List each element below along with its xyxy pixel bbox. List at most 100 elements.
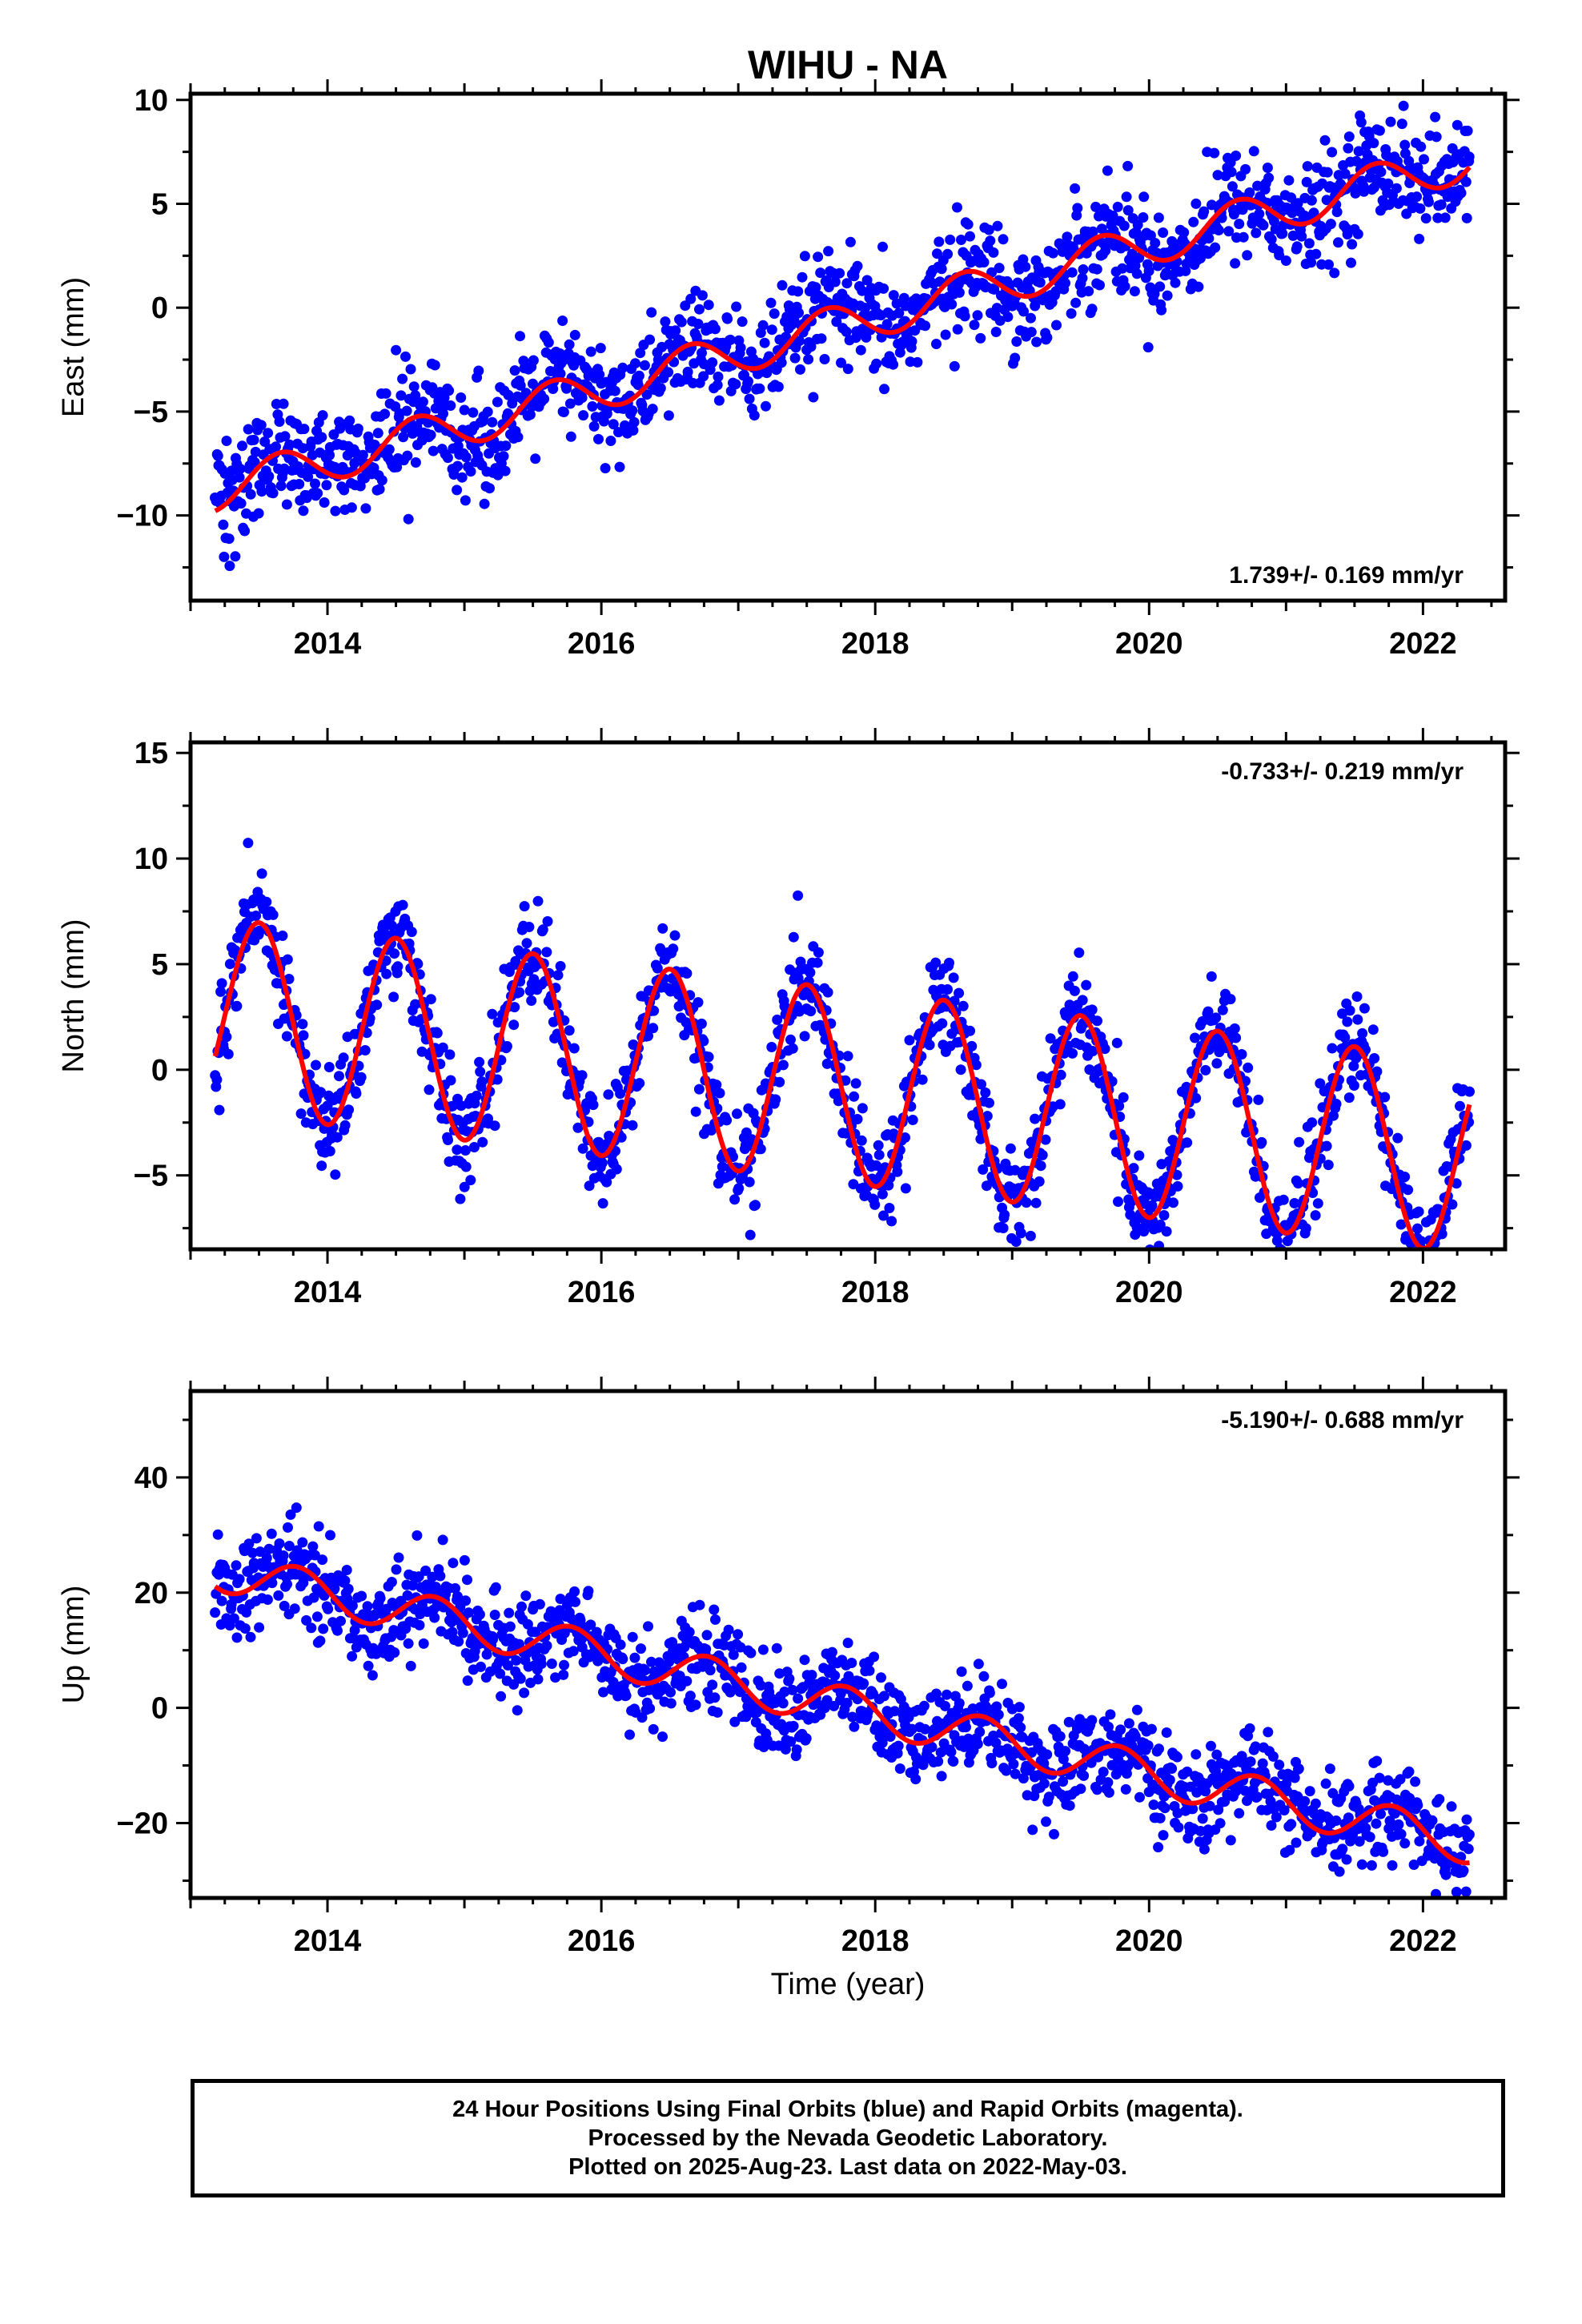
data-point — [759, 337, 770, 348]
data-point — [1436, 1228, 1447, 1240]
data-point — [1412, 1799, 1423, 1811]
data-point — [1197, 1016, 1208, 1027]
data-point — [1223, 226, 1235, 237]
data-point — [550, 1672, 561, 1683]
data-point — [679, 1642, 690, 1653]
data-point — [1114, 1100, 1125, 1112]
data-point — [1078, 1770, 1090, 1781]
data-point — [1333, 237, 1343, 248]
data-point — [1153, 212, 1164, 223]
data-point — [954, 987, 965, 999]
data-point — [424, 1084, 435, 1096]
data-point — [500, 440, 512, 452]
data-point — [978, 257, 990, 267]
data-point — [1254, 208, 1265, 219]
data-point — [509, 1002, 520, 1013]
data-point — [697, 348, 707, 359]
data-point — [214, 1104, 225, 1116]
data-point — [1319, 135, 1331, 146]
data-point — [1058, 1776, 1069, 1787]
data-point — [1257, 1758, 1268, 1769]
data-point — [755, 1680, 766, 1691]
data-point — [519, 901, 530, 912]
data-point — [725, 334, 736, 345]
data-point — [752, 1707, 762, 1718]
data-point — [1154, 281, 1166, 292]
data-point — [1287, 230, 1299, 241]
data-point — [1170, 277, 1181, 288]
data-point — [330, 505, 341, 517]
data-point — [592, 1655, 604, 1667]
data-point — [639, 360, 650, 371]
data-point — [1055, 1069, 1066, 1080]
data-point — [1374, 1772, 1385, 1783]
data-point — [777, 1059, 789, 1071]
y-tick-label: −5 — [134, 396, 168, 429]
data-point — [215, 986, 227, 997]
data-point — [291, 1502, 302, 1514]
data-point — [1072, 1723, 1082, 1735]
data-point — [636, 1712, 648, 1723]
data-point — [1274, 250, 1285, 261]
data-point — [216, 978, 227, 989]
data-point — [389, 948, 400, 959]
data-point — [283, 974, 295, 984]
data-point — [515, 331, 525, 342]
data-point — [231, 1000, 243, 1011]
data-point — [713, 395, 725, 406]
data-point — [994, 263, 1005, 274]
data-point — [1086, 1715, 1098, 1726]
data-point — [432, 1027, 443, 1039]
data-point — [1188, 216, 1199, 227]
data-point — [821, 1058, 833, 1069]
data-point — [803, 354, 814, 365]
data-point — [710, 324, 721, 335]
data-point — [728, 1649, 739, 1660]
data-point — [325, 1530, 335, 1541]
data-point — [255, 420, 267, 431]
data-point — [273, 1590, 284, 1601]
north-panel: 2014 2016 2018 2020 2022 −5 0 5 10 15 North (mm) -0… — [57, 728, 1520, 1309]
data-point — [886, 1216, 897, 1227]
data-point — [600, 463, 611, 474]
data-point — [698, 1035, 709, 1047]
data-point — [400, 351, 411, 362]
data-point — [1331, 1099, 1342, 1109]
data-point — [498, 451, 509, 462]
data-point — [750, 1200, 761, 1211]
data-point — [966, 1040, 978, 1051]
data-point — [368, 462, 379, 473]
data-point — [1331, 1815, 1342, 1826]
data-point — [231, 1560, 242, 1571]
data-point — [1403, 1766, 1415, 1777]
data-point — [635, 348, 646, 359]
data-point — [1391, 1794, 1403, 1805]
data-point — [445, 1075, 456, 1086]
chart-title: WIHU - NA — [748, 42, 948, 87]
data-point — [1011, 336, 1022, 347]
data-point — [1129, 286, 1140, 297]
data-point — [1154, 1812, 1166, 1823]
y-axis-label: North (mm) — [57, 919, 90, 1072]
data-point — [1359, 186, 1370, 197]
data-point — [1162, 290, 1173, 301]
data-point — [665, 1687, 676, 1698]
data-point — [428, 445, 439, 456]
data-point — [1158, 1210, 1170, 1220]
data-point — [806, 1670, 817, 1681]
data-point — [1134, 1150, 1145, 1161]
data-point — [521, 938, 532, 949]
data-point — [931, 1688, 942, 1699]
data-point — [1359, 1003, 1370, 1014]
data-point — [1267, 1751, 1279, 1762]
data-point — [668, 943, 679, 955]
data-point — [857, 1103, 868, 1114]
data-point — [613, 427, 624, 438]
data-point — [942, 984, 953, 995]
data-point — [711, 1080, 722, 1091]
data-point — [569, 1586, 580, 1597]
data-point — [556, 1057, 568, 1068]
data-point — [1171, 1169, 1182, 1180]
data-point — [457, 1627, 468, 1638]
data-point — [295, 1108, 307, 1120]
